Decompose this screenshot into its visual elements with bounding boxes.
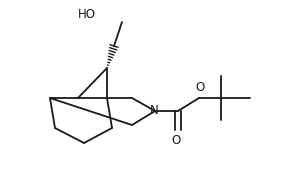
Text: HO: HO xyxy=(78,8,96,20)
Text: O: O xyxy=(171,134,181,147)
Text: O: O xyxy=(195,81,204,94)
Text: N: N xyxy=(150,105,158,118)
